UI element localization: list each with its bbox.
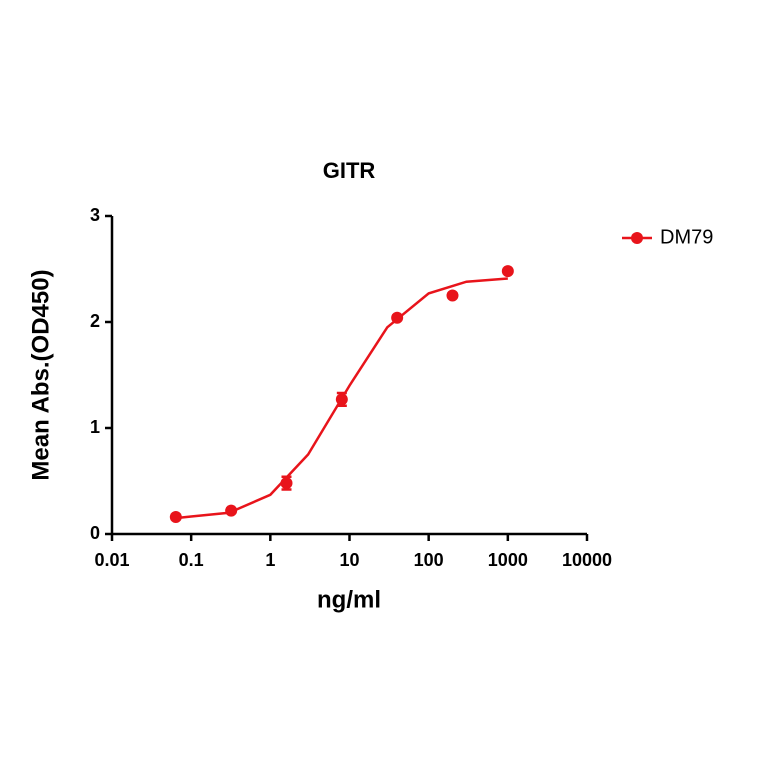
x-tick-label: 0.01 (94, 550, 129, 570)
data-point (225, 504, 238, 517)
x-tick-label: 10000 (562, 550, 612, 570)
x-tick-label: 0.1 (179, 550, 204, 570)
data-point (169, 511, 182, 524)
fit-curve (175, 277, 508, 520)
x-tick-label: 1000 (488, 550, 528, 570)
legend-marker (631, 232, 643, 244)
data-point (335, 393, 348, 406)
x-tick-label: 10 (339, 550, 359, 570)
data-point (501, 265, 514, 278)
data-point (446, 289, 459, 302)
y-tick-label: 0 (90, 523, 100, 543)
legend-label: DM79 (660, 226, 713, 248)
x-tick-label: 100 (414, 550, 444, 570)
data-point (280, 477, 293, 490)
chart-title: GITR (323, 158, 376, 183)
y-tick-label: 1 (90, 417, 100, 437)
y-tick-label: 2 (90, 311, 100, 331)
x-axis-label: ng/ml (317, 586, 381, 613)
y-tick-label: 3 (90, 205, 100, 225)
data-point (391, 311, 404, 324)
x-tick-label: 1 (265, 550, 275, 570)
y-axis-label: Mean Abs.(OD450) (27, 269, 54, 480)
